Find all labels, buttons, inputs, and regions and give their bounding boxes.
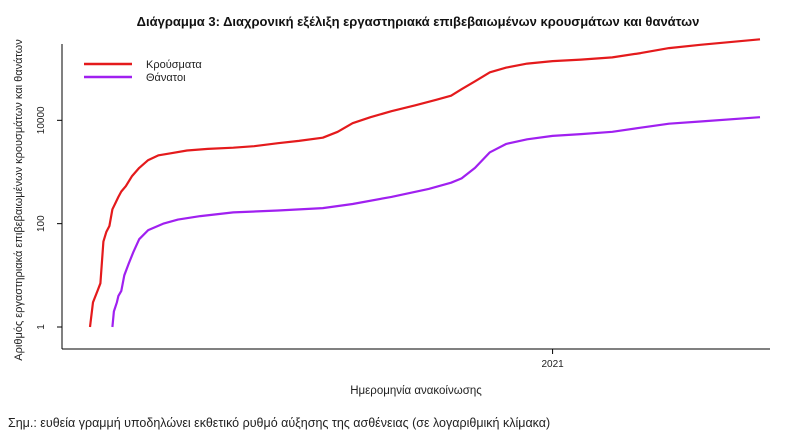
- chart-title: Διάγραμμα 3: Διαχρονική εξέλιξη εργαστηρ…: [137, 14, 700, 29]
- y-tick-label: 1: [36, 324, 47, 330]
- series-lines: [88, 38, 761, 328]
- x-axis-label: Ημερομηνία ανακοίνωσης: [350, 385, 482, 397]
- series-line-2: [111, 116, 761, 328]
- y-tick-label: 100: [36, 215, 47, 232]
- axes: [61, 44, 770, 350]
- legend-label-2: Θάνατοι: [146, 72, 186, 84]
- footnote: Σημ.: ευθεία γραμμή υποδηλώνει εκθετικό …: [8, 416, 551, 430]
- legend-label-1: Κρούσματα: [146, 59, 202, 71]
- y-tick-label: 10000: [36, 106, 47, 134]
- series-line-1: [88, 38, 761, 328]
- x-axis-ticks: 2021: [541, 349, 564, 370]
- y-axis-ticks: 1 100 10000: [36, 106, 62, 330]
- x-tick-label: 2021: [541, 359, 564, 370]
- y-axis-label: Αριθμός εργαστηριακά επιβεβαιωμένων κρου…: [13, 39, 25, 361]
